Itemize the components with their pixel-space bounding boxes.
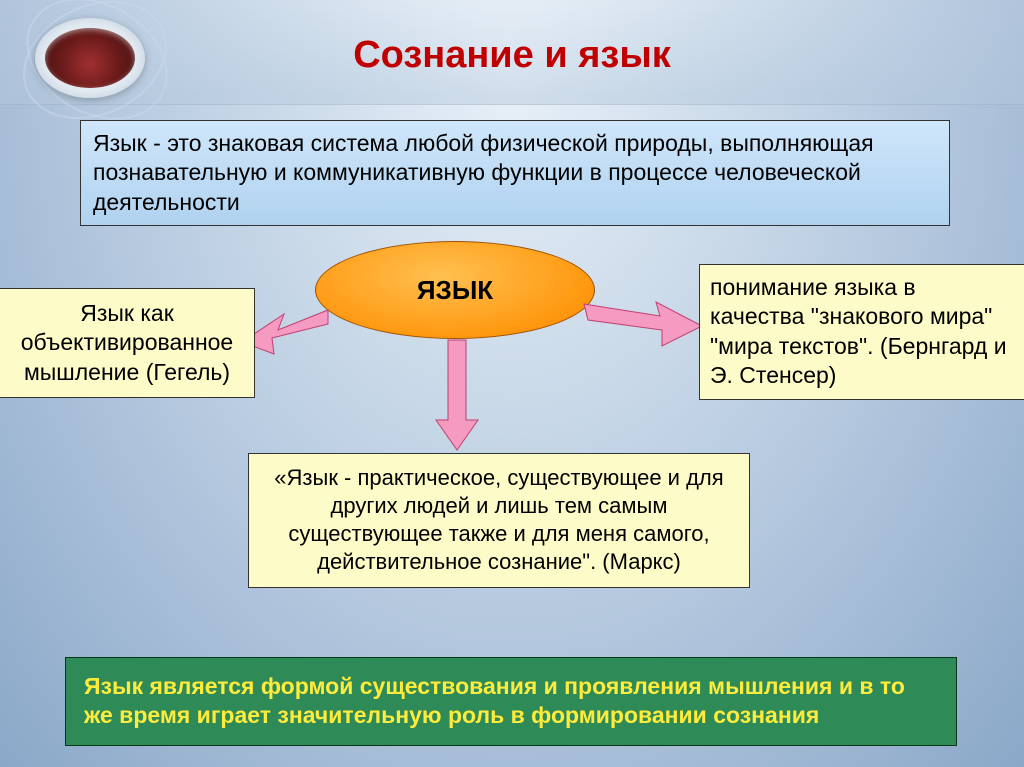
- bottom-branch-box: «Язык - практическое, существующее и для…: [248, 453, 750, 588]
- center-ellipse: ЯЗЫК: [315, 241, 595, 339]
- right-branch-box: понимание языка в качества "знакового ми…: [699, 264, 1024, 400]
- left-branch-box: Язык как объективированное мышление (Гег…: [0, 288, 255, 398]
- definition-box: Язык - это знаковая система любой физиче…: [80, 120, 950, 226]
- slide-title: Сознание и язык: [0, 34, 1024, 77]
- footer-conclusion-box: Язык является формой существования и про…: [65, 657, 957, 746]
- ellipse-label: ЯЗЫК: [417, 275, 493, 306]
- arrow-right: [578, 296, 708, 351]
- arrow-down: [432, 338, 482, 453]
